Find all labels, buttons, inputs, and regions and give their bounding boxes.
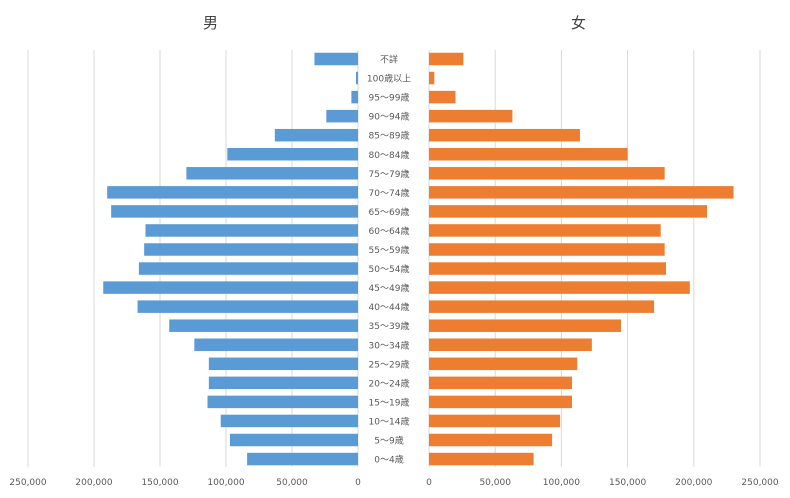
male-bar: [194, 338, 358, 351]
right-tick-label: 0: [426, 478, 432, 488]
female-bar: [429, 186, 734, 199]
age-group-label: 80～84歳: [369, 149, 410, 161]
male-bar: [103, 281, 359, 294]
age-group-label: 85～89歳: [369, 130, 410, 142]
male-bar: [145, 224, 358, 237]
right-tick-label: 250,000: [741, 478, 778, 488]
female-bar: [429, 319, 621, 332]
left-tick-label: 100,000: [207, 478, 244, 488]
male-bar: [107, 186, 358, 199]
female-bar: [429, 52, 464, 66]
right-tick-label: 150,000: [609, 478, 646, 488]
age-group-label: 5～9歳: [374, 435, 403, 447]
left-tick-label: 0: [355, 478, 361, 488]
male-bar: [229, 433, 358, 447]
age-group-label: 40～44歳: [369, 301, 410, 313]
female-bar: [429, 395, 572, 409]
female-bar: [429, 224, 661, 237]
female-bar: [429, 243, 665, 256]
female-bar: [429, 262, 666, 275]
age-group-label: 0～4歳: [374, 454, 403, 466]
age-group-label: 45～49歳: [369, 282, 410, 294]
male-bar: [111, 205, 358, 218]
male-bar: [137, 300, 358, 313]
age-group-label: 90～94歳: [369, 111, 410, 123]
female-bar: [429, 414, 561, 428]
female-bar: [429, 71, 435, 85]
right-tick-label: 100,000: [543, 478, 580, 488]
male-bar: [220, 414, 358, 428]
age-group-label: 70～74歳: [369, 187, 410, 199]
female-bar: [429, 357, 578, 371]
male-bar: [144, 243, 358, 256]
female-bar: [429, 452, 534, 466]
age-group-label: 35～39歳: [369, 320, 410, 332]
female-title: 女: [571, 14, 587, 32]
age-group-label: 95～99歳: [369, 92, 410, 104]
right-tick-label: 50,000: [479, 478, 511, 488]
male-title: 男: [203, 14, 219, 32]
male-bar: [169, 319, 358, 332]
left-tick-label: 200,000: [75, 478, 112, 488]
male-bar: [247, 452, 358, 466]
age-group-label: 10～14歳: [369, 415, 410, 427]
male-bar: [351, 90, 358, 104]
female-bar: [429, 205, 708, 218]
age-group-label: 65～69歳: [369, 206, 410, 218]
male-bar: [138, 262, 358, 275]
male-bar: [207, 395, 358, 409]
left-tick-label: 250,000: [9, 478, 46, 488]
age-group-label: 15～19歳: [369, 396, 410, 408]
female-bar: [429, 281, 690, 294]
female-bar: [429, 433, 553, 447]
female-bar: [429, 148, 628, 161]
left-tick-label: 50,000: [276, 478, 308, 488]
female-bar: [429, 128, 580, 142]
age-group-label: 75～79歳: [369, 168, 410, 180]
age-group-label: 55～59歳: [369, 244, 410, 256]
right-tick-label: 200,000: [675, 478, 712, 488]
male-bar: [326, 109, 358, 123]
male-bar: [186, 167, 358, 180]
female-bar: [429, 167, 665, 180]
female-bar: [429, 90, 456, 104]
female-bar: [429, 338, 592, 351]
male-bar: [356, 71, 358, 85]
age-group-label: 30～34歳: [369, 339, 410, 351]
female-bar: [429, 300, 655, 313]
left-tick-label: 150,000: [141, 478, 178, 488]
age-group-label: 不詳: [380, 54, 398, 66]
age-group-label: 100歳以上: [367, 73, 411, 85]
age-group-label: 50～54歳: [369, 263, 410, 275]
age-group-label: 25～29歳: [369, 358, 410, 370]
female-bar: [429, 109, 513, 123]
male-bar: [274, 128, 358, 142]
female-bar: [429, 376, 572, 390]
male-bar: [314, 52, 358, 66]
male-bar: [208, 357, 358, 371]
male-bar: [227, 148, 358, 161]
age-group-label: 60～64歳: [369, 225, 410, 237]
age-group-label: 20～24歳: [369, 377, 410, 389]
male-bar: [208, 376, 358, 390]
